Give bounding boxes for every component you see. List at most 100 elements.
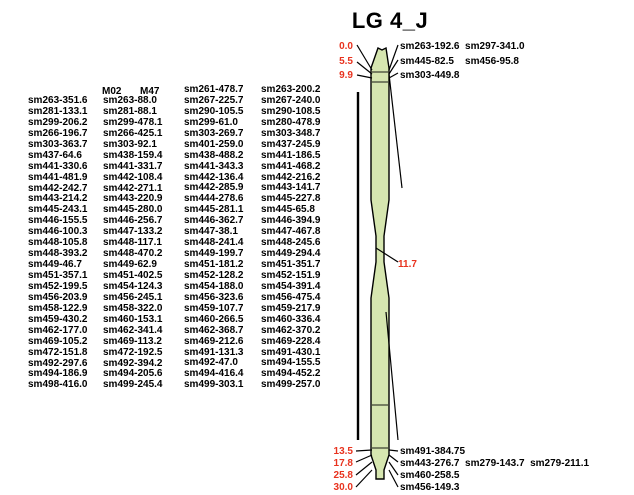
cluster-marker: sm281-133.1 [28,105,88,117]
cluster-marker: sm448-241.4 [184,237,244,249]
cluster-marker: sm451-402.5 [103,270,163,281]
position-tick [356,61,373,75]
position-label: 17.8 [333,458,353,469]
cluster-marker: sm456-323.6 [184,291,244,303]
cluster-marker: sm447-133.2 [103,226,163,238]
cluster-marker: sm460-153.1 [103,313,163,325]
cluster-marker: sm469-228.4 [261,335,321,347]
cluster-marker: sm267-240.0 [261,94,321,106]
cluster-marker: sm443-220.9 [103,193,163,205]
position-label: 9.9 [339,70,353,81]
cluster-marker: sm499-303.1 [184,379,244,391]
marker-label: sm445-82.5 sm456-95.8 [400,56,519,67]
marker-connector [388,449,399,452]
position-tick [356,44,373,71]
position-tick [355,449,373,452]
cluster-marker: sm458-322.0 [103,302,163,314]
marker-column: sm263-88.0 sm281-88.1 sm299-478.1 sm266-425… [103,95,163,391]
linkage-group-title: LG 4_J [351,8,429,33]
cluster-marker: sm460-266.5 [184,313,244,325]
chromosome-body [370,46,390,480]
marker-connector [388,73,403,189]
cluster-marker: sm299-61.0 [184,116,238,128]
cluster-marker: sm454-391.4 [261,280,321,292]
cluster-marker: sm441-331.7 [103,160,163,172]
position-tick [356,74,373,79]
cluster-marker: sm456-245.1 [103,291,163,303]
cluster-marker: sm442-216.2 [261,171,321,183]
marker-connector [388,469,399,488]
position-label: 25.8 [333,470,353,481]
cluster-marker: sm441-481.9 [28,171,88,183]
cluster-marker: sm469-105.2 [28,335,88,347]
cluster-marker: sm469-113.2 [103,335,162,347]
position-label: 11.7 [398,259,417,270]
cluster-marker: sm445-281.1 [184,204,244,216]
cluster-marker: sm460-336.4 [261,313,321,325]
cluster-marker: sm449-62.9 [103,259,157,271]
cluster-marker: sm446-100.3 [28,226,88,238]
cluster-marker: sm458-122.9 [28,302,88,314]
marker-column: sm261-478.7 sm267-225.7 sm290-105.5 sm299-6… [184,84,244,391]
cluster-marker: sm303-269.7 [184,127,244,139]
cluster-marker: sm449-199.7 [184,248,244,260]
cluster-marker: sm281-88.1 [103,105,157,117]
cluster-marker: sm445-227.8 [261,193,321,205]
cluster-marker: sm452-151.9 [261,269,321,281]
cluster-marker: sm462-368.7 [184,324,244,336]
cluster-marker: sm447-467.8 [261,226,321,238]
cluster-marker: sm445-280.0 [103,204,163,216]
cluster-marker: sm445-243.1 [28,204,88,216]
cluster-marker: sm263-88.0 [103,95,157,106]
position-label: 5.5 [339,56,353,67]
cluster-marker: sm492-47.0 [184,357,238,369]
cluster-marker: sm303-348.7 [261,127,321,139]
cluster-marker: sm303-363.7 [28,138,88,150]
cluster-marker: sm448-393.2 [28,248,88,260]
cluster-marker: sm492-394.2 [103,357,163,369]
cluster-marker: sm472-192.5 [103,346,163,358]
cluster-marker: sm263-351.6 [28,95,88,106]
cluster-marker: sm452-128.2 [184,269,244,281]
position-tick [355,461,373,476]
cluster-marker: sm472-151.8 [28,346,88,358]
cluster-marker: sm454-124.3 [103,280,163,292]
cluster-marker: sm267-225.7 [184,94,244,106]
cluster-marker: sm290-108.5 [261,105,321,117]
cluster-marker: sm462-370.2 [261,324,321,336]
cluster-marker: sm437-64.6 [28,149,82,161]
cluster-marker: sm442-108.4 [103,171,163,183]
cluster-marker: sm462-341.4 [103,324,163,336]
marker-label: sm303-449.8 [400,70,460,81]
marker-connector [388,454,399,463]
marker-connector [388,59,399,75]
cluster-marker: sm446-394.9 [261,215,321,227]
cluster-marker: sm494-452.2 [261,368,321,380]
cluster-marker: sm441-343.3 [184,160,244,172]
cluster-marker: sm459-107.7 [184,302,244,314]
marker-column: sm263-200.2 sm267-240.0 sm290-108.5 sm280-4… [261,84,321,391]
cluster-marker: sm266-196.7 [28,127,88,139]
cluster-marker: sm266-425.1 [103,127,163,139]
cluster-marker: sm437-245.9 [261,138,321,150]
cluster-marker: sm441-468.2 [261,160,321,172]
cluster-marker: sm443-214.2 [28,193,88,205]
cluster-marker: sm449-46.7 [28,259,82,271]
cluster-marker: sm492-297.6 [28,357,88,369]
marker-label: sm456-149.3 [400,482,460,493]
cluster-marker: sm299-206.2 [28,116,88,128]
cluster-marker: sm494-155.5 [261,357,321,369]
marker-connector [388,44,399,71]
cluster-marker: sm438-488.2 [184,149,244,161]
cluster-marker: sm456-203.9 [28,291,88,303]
cluster-marker: sm442-136.4 [184,171,244,183]
position-tick [355,469,373,488]
cluster-marker: sm442-285.9 [184,182,244,194]
position-tick [355,454,373,463]
marker-connector [388,461,399,476]
cluster-marker: sm494-416.4 [184,368,244,380]
position-label: 30.0 [333,482,353,493]
cluster-marker: sm445-65.8 [261,204,315,216]
cluster-marker: sm499-257.0 [261,379,321,391]
